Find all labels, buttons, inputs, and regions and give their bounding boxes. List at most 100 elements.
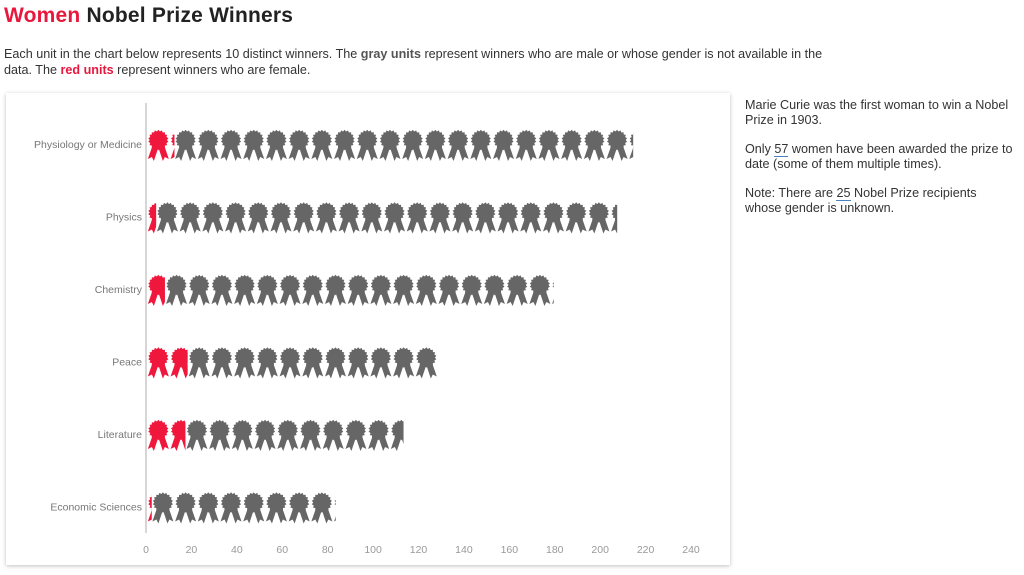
other-unit-icon	[588, 202, 610, 234]
x-tick-label: 20	[186, 544, 198, 556]
other-unit-icon	[211, 347, 233, 379]
x-tick-label: 60	[276, 544, 288, 556]
other-unit-icon	[300, 419, 321, 451]
x-tick-label: 140	[455, 544, 473, 556]
other-unit-icon	[324, 274, 346, 306]
other-unit-icon	[606, 129, 628, 161]
note-unknown-pre: Note: There are	[745, 186, 837, 200]
other-unit-icon	[334, 497, 336, 522]
other-unit-icon	[211, 274, 233, 306]
note-unknown-gender: Note: There are 25 Nobel Prize recipient…	[745, 186, 1015, 216]
other-unit-icon	[611, 204, 618, 234]
other-unit-icon	[520, 202, 542, 234]
chart-row: Physiology or Medicine	[34, 129, 634, 161]
female-unit-icon	[170, 347, 188, 379]
gray-units-label: gray units	[360, 47, 421, 61]
other-unit-icon	[265, 129, 287, 161]
intro-part-2: represent winners who are male or whose …	[4, 47, 823, 77]
other-unit-icon	[188, 347, 210, 379]
x-tick-label: 240	[682, 544, 700, 556]
x-tick-label: 0	[143, 544, 149, 556]
other-unit-icon	[447, 129, 469, 161]
other-unit-icon	[311, 492, 333, 524]
other-unit-icon	[338, 202, 360, 234]
other-unit-icon	[506, 274, 528, 306]
x-tick-label: 220	[637, 544, 655, 556]
pictogram-chart: Physiology or Medicine Physics Chemistry Pe…	[34, 103, 700, 556]
other-unit-icon	[529, 274, 551, 306]
other-unit-icon	[497, 202, 519, 234]
other-unit-icon	[470, 129, 492, 161]
other-unit-icon	[384, 202, 406, 234]
other-unit-icon	[293, 202, 315, 234]
other-unit-icon	[390, 419, 404, 451]
other-unit-icon	[370, 274, 392, 306]
other-unit-icon	[493, 129, 515, 161]
other-unit-icon	[254, 419, 276, 451]
women-count-value: 57	[774, 142, 789, 157]
other-unit-icon	[542, 202, 564, 234]
category-label: Economic Sciences	[50, 502, 142, 514]
female-unit-icon	[147, 274, 165, 306]
other-unit-icon	[370, 347, 392, 379]
other-unit-icon	[288, 492, 310, 524]
other-unit-icon	[311, 129, 333, 161]
note-women-pre: Only	[745, 142, 775, 156]
other-unit-icon	[209, 419, 231, 451]
unknown-count-value: 25	[836, 186, 851, 201]
other-unit-icon	[256, 347, 278, 379]
title-rest: Nobel Prize Winners	[80, 4, 294, 27]
other-unit-icon	[234, 274, 256, 306]
other-unit-icon	[379, 129, 401, 161]
chart-row: Chemistry	[95, 274, 554, 306]
other-unit-icon	[361, 202, 383, 234]
female-unit-icon	[170, 419, 186, 451]
other-unit-icon	[179, 202, 201, 234]
other-unit-icon	[356, 129, 378, 161]
other-unit-icon	[322, 419, 344, 451]
intro-part-3: represent winners who are female.	[113, 63, 311, 77]
page-title: Women Nobel Prize Winners	[4, 4, 293, 28]
other-unit-icon	[424, 129, 446, 161]
other-unit-icon	[270, 202, 292, 234]
other-unit-icon	[461, 274, 483, 306]
other-unit-icon	[406, 202, 428, 234]
other-unit-icon	[175, 492, 197, 524]
other-unit-icon	[347, 274, 369, 306]
other-unit-icon	[302, 274, 324, 306]
other-unit-icon	[243, 129, 265, 161]
x-tick-label: 100	[364, 544, 382, 556]
note-unknown-post: Nobel Prize recipients whose gender is u…	[745, 186, 977, 215]
female-unit-icon	[147, 129, 169, 161]
other-unit-icon	[234, 347, 256, 379]
other-unit-icon	[393, 274, 415, 306]
other-unit-icon	[220, 129, 242, 161]
notes-panel: Marie Curie was the first woman to win a…	[745, 98, 1015, 230]
other-unit-icon	[156, 202, 178, 234]
category-label: Peace	[112, 357, 142, 369]
other-unit-icon	[202, 202, 224, 234]
other-unit-icon	[415, 347, 437, 379]
other-unit-icon	[197, 129, 219, 161]
other-unit-icon	[231, 419, 253, 451]
female-unit-icon	[147, 419, 169, 451]
other-unit-icon	[277, 419, 299, 451]
other-unit-icon	[583, 129, 605, 161]
other-unit-icon	[166, 274, 188, 306]
x-tick-label: 120	[410, 544, 428, 556]
female-unit-icon	[147, 347, 169, 379]
note-first-woman: Marie Curie was the first woman to win a…	[745, 98, 1009, 127]
note-women-count: Only 57 women have been awarded the priz…	[745, 142, 1015, 172]
intro-part-1: Each unit in the chart below represents …	[4, 47, 361, 61]
other-unit-icon	[197, 492, 219, 524]
other-unit-icon	[188, 274, 210, 306]
other-unit-icon	[345, 419, 367, 451]
other-unit-icon	[538, 129, 560, 161]
other-unit-icon	[243, 492, 265, 524]
other-unit-icon	[438, 274, 460, 306]
x-tick-label: 40	[231, 544, 243, 556]
x-tick-label: 200	[591, 544, 609, 556]
other-unit-icon	[265, 492, 287, 524]
red-units-label: red units	[60, 63, 114, 77]
x-tick-label: 160	[501, 544, 519, 556]
